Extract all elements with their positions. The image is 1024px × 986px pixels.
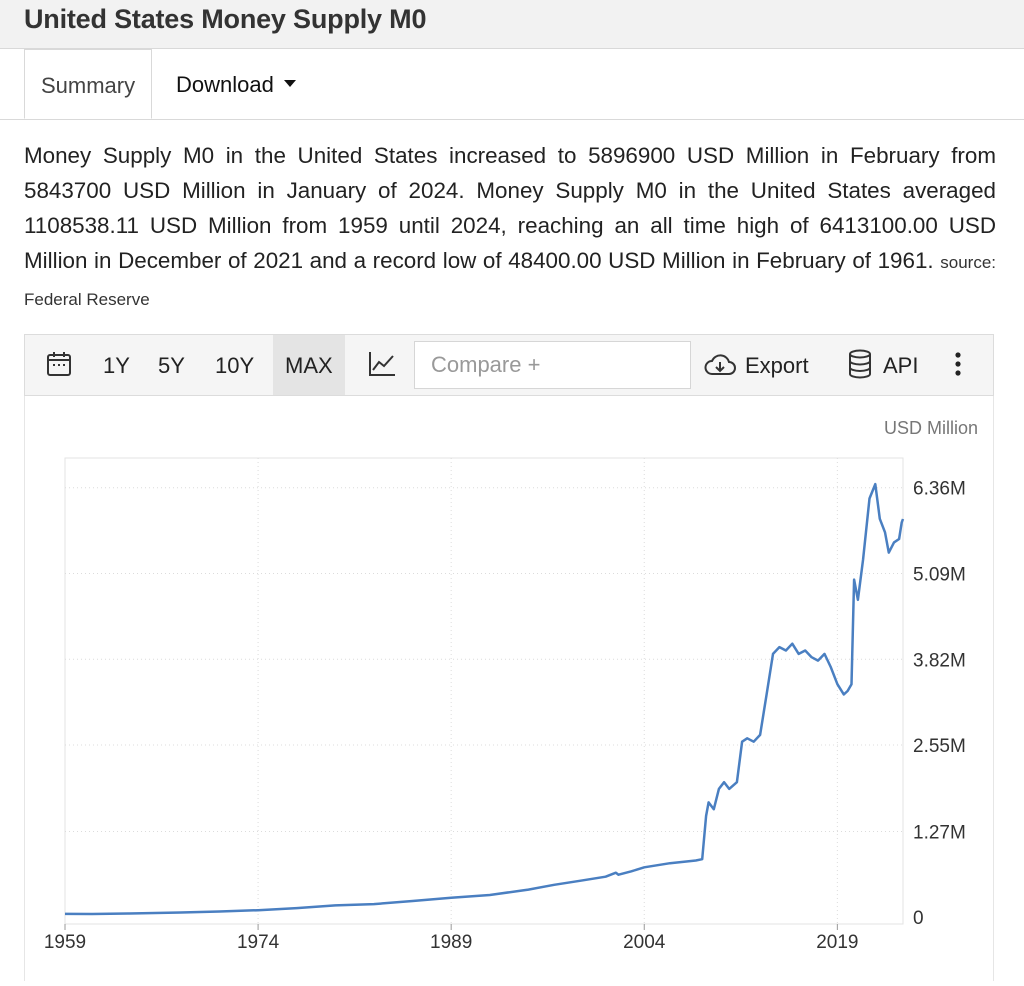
range-1y-button[interactable]: 1Y [103,353,130,378]
page-title: United States Money Supply M0 [24,4,427,34]
line-chart-icon [369,352,395,377]
y-tick-label: 0 [913,908,924,929]
compare-input[interactable] [414,341,691,389]
y-tick-label: 5.09M [913,564,966,585]
api-button[interactable]: API [847,335,918,395]
plot-frame [64,457,904,925]
summary-paragraph: Money Supply M0 in the United States inc… [24,138,996,317]
y-axis-unit-label: USD Million [884,418,978,438]
x-tick-label: 1974 [237,932,280,953]
caret-down-icon [283,79,296,87]
range-max-button[interactable]: MAX [273,335,345,395]
export-label: Export [745,353,809,378]
source-label: source: Federal Reserve [24,253,996,309]
tab-download-label: Download [176,72,274,97]
x-tick-label: 1959 [44,932,86,953]
series-line [64,482,905,916]
calendar-icon [47,352,71,377]
chart-toolbar: 1Y 5Y 10Y MAX Export API [24,334,994,396]
x-tick-label: 2019 [816,932,858,953]
range-5y-button[interactable]: 5Y [158,353,185,378]
api-label: API [883,353,919,378]
chart-type-button[interactable] [367,335,397,395]
cloud-download-icon [704,354,736,376]
more-vertical-icon [955,352,961,376]
y-tick-label: 2.55M [913,736,966,757]
range-10y-button[interactable]: 10Y [215,353,255,378]
title-bar: United States Money Supply M0 [0,0,1024,49]
export-button[interactable]: Export [703,335,809,395]
tab-summary[interactable]: Summary [24,49,153,119]
y-tick-label: 3.82M [913,650,966,671]
y-tick-label: 1.27M [913,822,966,843]
more-options-button[interactable] [953,335,963,395]
x-tick-label: 2004 [623,932,666,953]
database-icon [849,349,871,379]
tab-download[interactable]: Download [160,49,312,119]
y-tick-label: 6.36M [913,479,966,500]
chart-container: USD Million 0 1.27M 2.55M 3.82M 5.09M 6.36M 195… [24,396,994,981]
summary-text: Money Supply M0 in the United States inc… [24,143,996,273]
x-tick-label: 1989 [430,932,472,953]
calendar-button[interactable] [45,335,73,395]
tab-bar: Summary Download [0,49,1024,120]
money-supply-chart: USD Million 0 1.27M 2.55M 3.82M 5.09M 6.36M 195… [44,418,978,953]
